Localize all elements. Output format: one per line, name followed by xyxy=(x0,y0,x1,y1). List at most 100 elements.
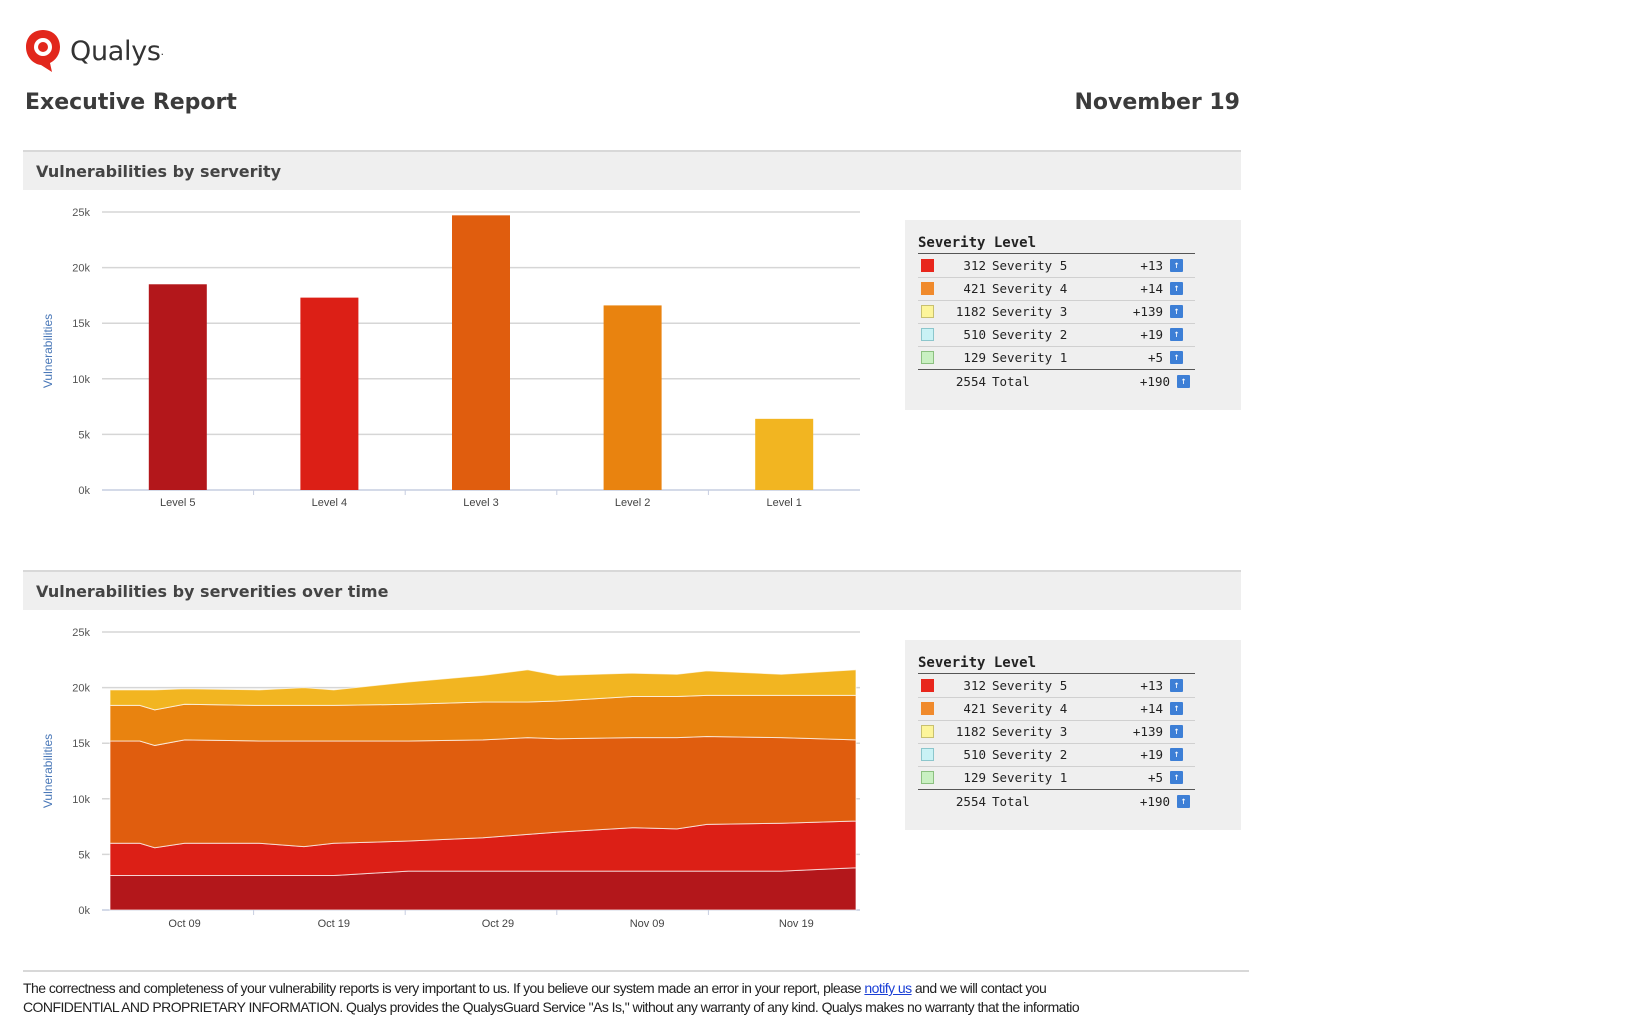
y-tick-label: 10k xyxy=(72,374,90,386)
legend-row: 421 Severity 4 +14 ↑ xyxy=(918,278,1195,301)
up-arrow-icon[interactable]: ↑ xyxy=(1170,725,1183,738)
legend-count: 510 xyxy=(963,327,986,342)
x-tick-label: Level 2 xyxy=(615,497,650,509)
y-tick-label: 20k xyxy=(72,683,90,695)
legend-swatch xyxy=(921,328,934,341)
legend-title: Severity Level xyxy=(918,235,1037,251)
up-arrow-icon[interactable]: ↑ xyxy=(1170,702,1183,715)
y-tick-label: 20k xyxy=(72,263,90,275)
legend-total-label: Total xyxy=(992,794,1030,809)
up-arrow-icon[interactable]: ↑ xyxy=(1177,795,1190,808)
footer-disclaimer: The correctness and completeness of your… xyxy=(23,980,1263,996)
up-arrow-icon[interactable]: ↑ xyxy=(1170,771,1183,784)
y-tick-label: 25k xyxy=(72,627,90,639)
legend-total-row: 2554 Total +190 ↑ xyxy=(918,371,1195,393)
y-tick-label: 15k xyxy=(72,738,90,750)
legend-delta: +14 xyxy=(1140,701,1163,716)
legend-total-label: Total xyxy=(992,374,1030,389)
legend-count: 129 xyxy=(963,770,986,785)
x-tick-label: Oct 29 xyxy=(482,918,514,930)
legend-label: Severity 2 xyxy=(992,747,1068,762)
legend-label: Severity 1 xyxy=(992,350,1068,365)
legend-label: Severity 3 xyxy=(992,304,1068,319)
legend-total-count: 2554 xyxy=(955,374,986,389)
section-title: Vulnerabilities by serverities over time xyxy=(36,582,389,601)
legend-swatch xyxy=(921,259,934,272)
y-tick-label: 25k xyxy=(72,207,90,219)
report-date: November 19 xyxy=(1074,90,1240,115)
legend-total-delta: +190 xyxy=(1139,374,1170,389)
y-tick-label: 5k xyxy=(78,429,90,441)
up-arrow-icon[interactable]: ↑ xyxy=(1170,351,1183,364)
y-tick-label: 10k xyxy=(72,794,90,806)
y-tick-label: 0k xyxy=(78,485,90,497)
bar-chart: 0k 5k 10k 15k 20k 25k Vulnerabilities Level 5 Le… xyxy=(41,207,860,509)
y-axis-label: Vulnerabilities xyxy=(41,314,55,388)
legend-rule-top xyxy=(918,253,1195,254)
section-header-over-time: Vulnerabilities by serverities over time xyxy=(23,570,1241,610)
legend-delta: +139 xyxy=(1132,304,1163,319)
y-tick-label: 15k xyxy=(72,318,90,330)
legend-label: Severity 5 xyxy=(992,258,1068,273)
legend-delta: +13 xyxy=(1140,678,1163,693)
bar-level-5 xyxy=(148,284,207,490)
legend-delta: +5 xyxy=(1147,770,1163,785)
legend-count: 129 xyxy=(963,350,986,365)
report-title: Executive Report xyxy=(25,90,237,115)
bar-level-4 xyxy=(300,297,359,490)
legend-row: 312 Severity 5 +13 ↑ xyxy=(918,255,1195,278)
area-chart: 0k 5k 10k 15k 20k 25k Vulnerabilities Oct 09 Oct… xyxy=(41,627,860,930)
legend-label: Severity 4 xyxy=(992,701,1068,716)
legend-swatch xyxy=(921,748,934,761)
legend-row: 129 Severity 1 +5 ↑ xyxy=(918,347,1195,370)
legend-row: 312 Severity 5 +13 ↑ xyxy=(918,675,1195,698)
legend-swatch xyxy=(921,725,934,738)
x-tick-label: Level 5 xyxy=(160,497,195,509)
x-tick-label: Nov 09 xyxy=(630,918,665,930)
legend-delta: +19 xyxy=(1140,747,1163,762)
legend-delta: +5 xyxy=(1147,350,1163,365)
legend-count: 421 xyxy=(963,281,986,296)
qualys-logo: Qualys. xyxy=(24,28,164,74)
x-tick-label: Nov 19 xyxy=(779,918,814,930)
legend-delta: +13 xyxy=(1140,258,1163,273)
y-tick-label: 0k xyxy=(78,905,90,917)
legend-delta: +139 xyxy=(1132,724,1163,739)
section-title: Vulnerabilities by serverity xyxy=(36,162,282,181)
section-header-severity: Vulnerabilities by serverity xyxy=(23,150,1241,190)
legend-swatch xyxy=(921,282,934,295)
legend-count: 1182 xyxy=(955,724,986,739)
x-tick-label: Level 3 xyxy=(463,497,498,509)
legend-rule-top xyxy=(918,673,1195,674)
up-arrow-icon[interactable]: ↑ xyxy=(1170,305,1183,318)
up-arrow-icon[interactable]: ↑ xyxy=(1170,328,1183,341)
y-axis-label: Vulnerabilities xyxy=(41,734,55,808)
footer-text: The correctness and completeness of your… xyxy=(23,980,865,996)
legend-delta: +14 xyxy=(1140,281,1163,296)
bar-level-2 xyxy=(603,305,662,490)
severity-legend: Severity Level 312 Severity 5 +13 ↑ 421 … xyxy=(905,220,1241,410)
up-arrow-icon[interactable]: ↑ xyxy=(1177,375,1190,388)
legend-row: 1182 Severity 3 +139 ↑ xyxy=(918,301,1195,324)
footer-divider xyxy=(23,970,1249,972)
y-tick-label: 5k xyxy=(78,849,90,861)
legend-count: 421 xyxy=(963,701,986,716)
up-arrow-icon[interactable]: ↑ xyxy=(1170,259,1183,272)
legend-row: 129 Severity 1 +5 ↑ xyxy=(918,767,1195,790)
notify-us-link[interactable]: notify us xyxy=(864,980,912,996)
legend-swatch xyxy=(921,702,934,715)
up-arrow-icon[interactable]: ↑ xyxy=(1170,282,1183,295)
legend-swatch xyxy=(921,351,934,364)
legend-swatch xyxy=(921,305,934,318)
up-arrow-icon[interactable]: ↑ xyxy=(1170,748,1183,761)
footer-confidential: CONFIDENTIAL AND PROPRIETARY INFORMATION… xyxy=(23,999,1080,1015)
legend-count: 510 xyxy=(963,747,986,762)
legend-total-row: 2554 Total +190 ↑ xyxy=(918,791,1195,813)
legend-row: 510 Severity 2 +19 ↑ xyxy=(918,324,1195,347)
legend-swatch xyxy=(921,679,934,692)
legend-label: Severity 3 xyxy=(992,724,1068,739)
area-severity-1 xyxy=(109,669,857,711)
legend-row: 421 Severity 4 +14 ↑ xyxy=(918,698,1195,721)
legend-row: 1182 Severity 3 +139 ↑ xyxy=(918,721,1195,744)
up-arrow-icon[interactable]: ↑ xyxy=(1170,679,1183,692)
